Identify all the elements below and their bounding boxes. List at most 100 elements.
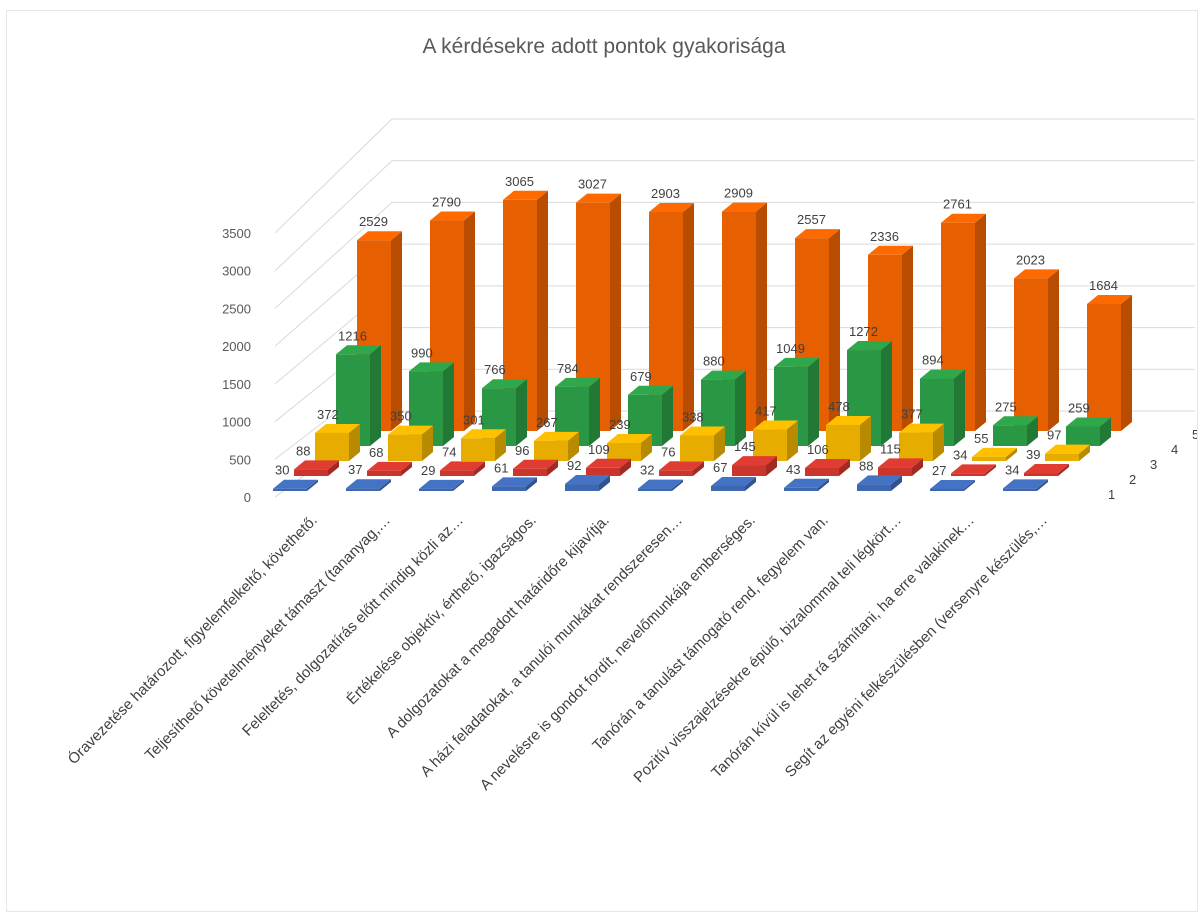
data-label: 880 [703,354,725,369]
bar-s3-c2 [388,425,433,461]
data-label: 97 [1047,428,1061,443]
bar-side [401,461,412,476]
bar-front [638,488,672,491]
bar-front [513,468,547,476]
data-label: 2903 [651,186,680,201]
data-label: 88 [859,458,873,473]
y-tick-label: 1000 [222,415,251,430]
bar-s2-c3 [440,461,485,476]
bar-front [826,424,860,461]
bar-side [964,479,975,491]
bar-front [315,432,349,461]
bar-side [985,464,996,476]
chart-title: A kérdésekre adott pontok gyakorisága [422,35,785,58]
bar-top [440,461,485,471]
bar-side [756,202,767,431]
bar-side [568,431,579,461]
series-label: 5 [1192,427,1197,442]
bar-top [857,475,902,485]
bar-front [753,429,787,461]
data-label: 2557 [797,212,826,227]
data-label: 27 [932,463,946,478]
data-label: 34 [953,447,967,462]
bar-front [805,468,839,476]
bar-front [680,435,714,461]
bar-top [565,475,610,485]
gridline-2500 [274,201,1195,309]
bar-s3-c1 [315,423,360,461]
bar-side [933,423,944,461]
bar-front [367,470,401,476]
bar-side [975,213,986,431]
bar-top [586,458,631,468]
y-axis-ticks: 0 500 1000 1500 2000 2500 3000 3500 [222,226,251,505]
bar-side [443,362,454,446]
bar-top [336,345,381,355]
bar-top [1045,444,1090,454]
bar-top [649,203,694,213]
bar-top [638,479,683,489]
y-tick-label: 0 [244,490,251,505]
bar-top [409,362,454,372]
bar-top [503,190,548,200]
category-labels: Óravezetése határozott, figyelemfelkeltő… [65,512,1051,794]
bar-side [453,479,464,491]
bar-side [307,479,318,491]
bar-top [774,357,819,367]
data-label: 259 [1068,400,1090,415]
bar-s3-c4 [534,431,579,461]
bar-top [868,245,913,255]
data-labels: 1684202327612336255729092903302730652790… [275,174,1118,478]
data-label: 338 [682,410,704,425]
bar-top [461,429,506,439]
bar-s5-c11 [1087,294,1132,431]
data-label: 32 [640,463,654,478]
bar-front [732,465,766,476]
gridline-3000 [274,160,1195,272]
bar-side [1048,269,1059,431]
category-label: A nevelésre is gondot fordít, nevelőmunk… [477,512,759,794]
bar-top [357,231,402,241]
bar-top [273,479,318,489]
bar-s3-c7 [753,420,798,461]
bar-side [693,461,704,476]
bar-side [881,341,892,446]
gridline-3500 [274,118,1195,234]
bar-front [565,484,599,491]
chart-canvas: A kérdésekre adott pontok gyakorisága 0 5… [65,35,1197,794]
bar-s1-c5 [565,475,610,491]
bar-side [1058,464,1069,476]
bar-top [1014,269,1059,279]
bar-side [391,231,402,431]
bar-top [805,459,850,469]
bar-top [1087,294,1132,304]
bar-side [589,377,600,446]
category-label: Teljesíthető követelményeket támaszt (ta… [142,512,394,764]
bar-front [346,488,380,491]
bar-side [735,370,746,446]
bar-s1-c1 [273,479,318,491]
data-label: 29 [421,463,435,478]
bar-front [1024,473,1058,476]
bar-top [941,213,986,223]
bar-side [787,420,798,461]
data-label: 1684 [1089,278,1118,293]
data-label: 74 [442,444,456,459]
bars [273,190,1132,491]
bar-top [711,476,756,486]
bar-s2-c9 [878,458,923,476]
data-label: 30 [275,463,289,478]
bar-top [492,477,537,487]
bar-top [701,370,746,380]
data-label: 145 [734,439,756,454]
bar-side [474,461,485,476]
data-label: 3027 [578,177,607,192]
bar-top [430,211,475,221]
y-tick-label: 3000 [222,264,251,279]
data-label: 301 [463,412,485,427]
bar-s1-c9 [857,475,902,491]
bar-s3-c10 [972,447,1017,461]
bar-top [732,456,777,466]
data-label: 377 [901,407,923,422]
